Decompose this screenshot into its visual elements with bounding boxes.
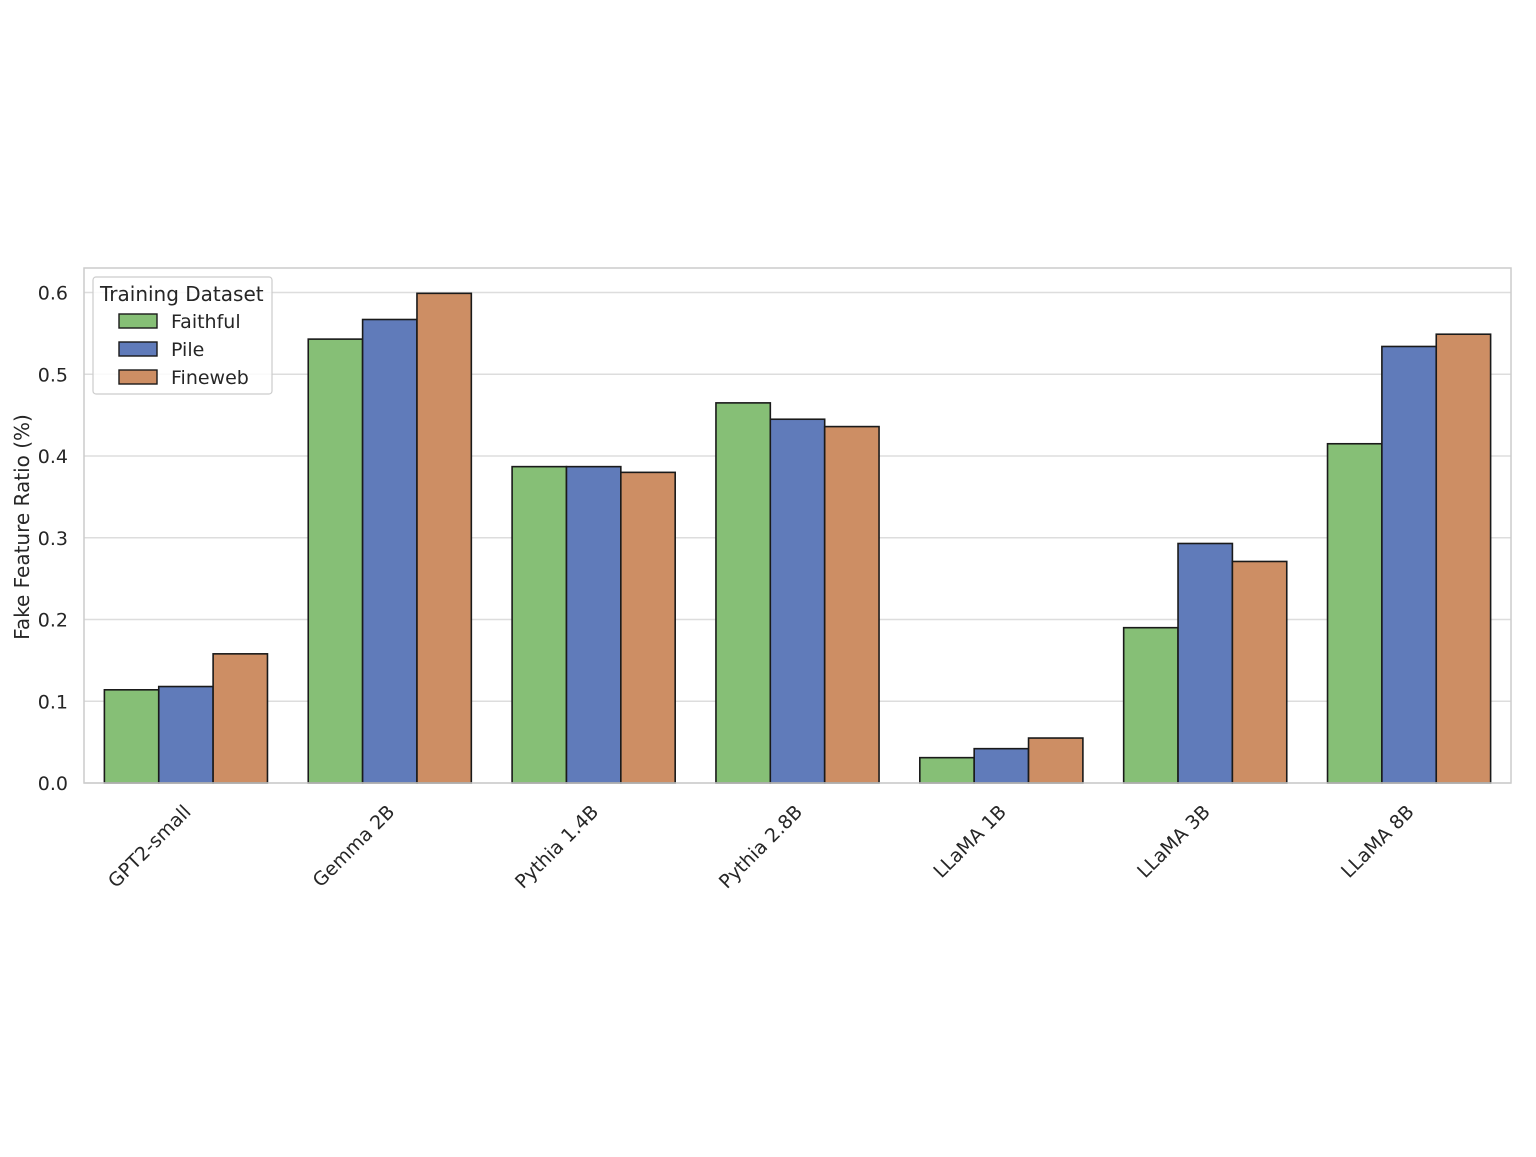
legend-frame — [92, 276, 273, 395]
y-tick-label: 0.6 — [38, 283, 68, 305]
legend-label-fineweb: Fineweb — [171, 367, 249, 389]
bar-fineweb-3 — [823, 425, 880, 784]
legend: Training Dataset Faithful Pile Fineweb — [92, 276, 273, 395]
bar-pile-0 — [157, 685, 214, 784]
legend-swatch-pile — [118, 341, 158, 357]
bar-pile-4 — [973, 747, 1030, 784]
y-tick-label: 0.4 — [38, 446, 68, 468]
bar-faithful-6 — [1326, 442, 1383, 784]
y-axis-label: Fake Feature Ratio (%) — [10, 414, 34, 640]
bar-faithful-3 — [715, 402, 772, 784]
bar-faithful-0 — [103, 689, 160, 784]
legend-swatch-faithful — [118, 313, 158, 329]
y-tick-label: 0.5 — [38, 364, 68, 386]
bar-pile-6 — [1381, 345, 1438, 784]
bar-fineweb-6 — [1435, 333, 1492, 784]
legend-label-pile: Pile — [171, 339, 204, 361]
legend-items: Faithful Pile Fineweb — [118, 311, 249, 389]
y-tick-label: 0.2 — [38, 610, 68, 632]
y-axis-ticks: 0.0 0.1 0.2 0.3 0.4 0.5 0.6 — [38, 283, 68, 795]
plot-frame — [83, 267, 1512, 784]
bar-faithful-2 — [511, 465, 568, 784]
legend-label-faithful: Faithful — [171, 311, 241, 333]
bar-pile-1 — [361, 318, 418, 784]
bar-pile-5 — [1177, 542, 1234, 784]
bar-faithful-1 — [307, 338, 364, 784]
bar-faithful-5 — [1122, 626, 1179, 784]
bar-fineweb-4 — [1027, 737, 1084, 784]
bar-fineweb-0 — [212, 653, 269, 784]
y-tick-label: 0.0 — [38, 773, 68, 795]
bar-faithful-4 — [919, 756, 975, 784]
legend-title: Training Dataset — [99, 282, 264, 306]
bar-fineweb-1 — [416, 292, 473, 784]
bar-fineweb-5 — [1231, 560, 1288, 784]
y-tick-label: 0.3 — [38, 528, 68, 550]
bar-pile-2 — [565, 465, 622, 784]
legend-swatch-fineweb — [118, 369, 158, 385]
bar-fineweb-2 — [620, 471, 676, 784]
y-tick-label: 0.1 — [38, 691, 68, 713]
bars — [103, 292, 1492, 784]
bar-pile-3 — [769, 418, 826, 784]
